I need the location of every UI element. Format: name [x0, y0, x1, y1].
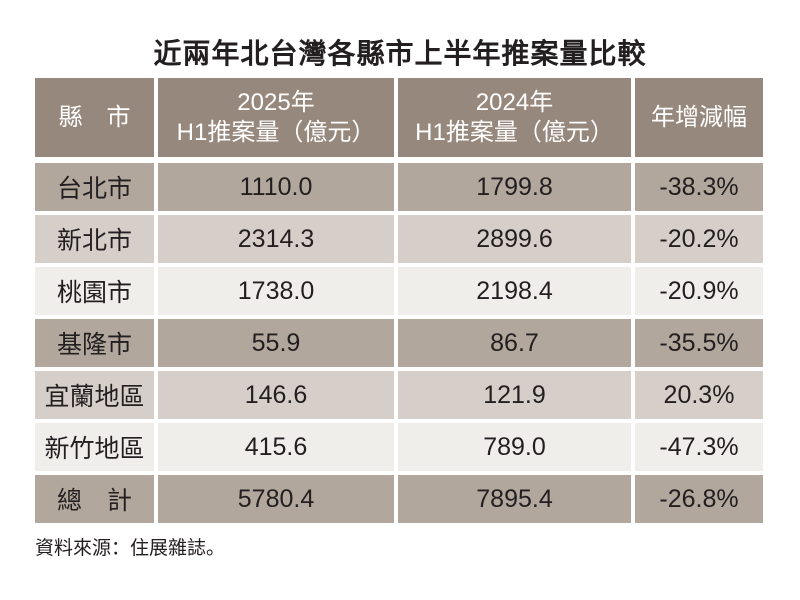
yoy-cell: -35.5%	[635, 319, 763, 371]
yoy-cell: -20.2%	[635, 215, 763, 267]
region-cell: 新北市	[35, 215, 158, 267]
source-note: 資料來源：住展雜誌。	[35, 538, 226, 559]
region-cell: 基隆市	[35, 319, 158, 371]
value-2025-cell: 1110.0	[158, 163, 398, 215]
header-2024-metric: H1推案量（億元）	[415, 118, 614, 146]
yoy-cell: -26.8%	[635, 475, 763, 527]
value-2024-cell: 86.7	[398, 319, 635, 371]
header-2024-year: 2024年	[475, 88, 554, 116]
header-2024: 2024年 H1推案量（億元）	[398, 78, 635, 163]
region-cell: 宜蘭地區	[35, 371, 158, 423]
table-row-keelung: 基隆市 55.9 86.7 -35.5%	[35, 319, 763, 371]
yoy-cell: -38.3%	[635, 163, 763, 215]
value-2025-cell: 1738.0	[158, 267, 398, 319]
region-cell: 新竹地區	[35, 423, 158, 475]
yoy-cell: -20.9%	[635, 267, 763, 319]
table-row-new-taipei: 新北市 2314.3 2899.6 -20.2%	[35, 215, 763, 267]
table-row-hsinchu: 新竹地區 415.6 789.0 -47.3%	[35, 423, 763, 475]
region-cell: 總 計	[35, 475, 158, 527]
header-2025-year: 2025年	[237, 88, 315, 116]
value-2024-cell: 121.9	[398, 371, 635, 423]
value-2024-cell: 2198.4	[398, 267, 635, 319]
header-row: 縣 市 2025年 H1推案量（億元） 2024年 H1推案量（億元） 年增減幅	[35, 78, 763, 163]
region-cell: 桃園市	[35, 267, 158, 319]
header-region: 縣 市	[35, 78, 158, 163]
value-2025-cell: 146.6	[158, 371, 398, 423]
table-row-yilan: 宜蘭地區 146.6 121.9 20.3%	[35, 371, 763, 423]
value-2025-cell: 55.9	[158, 319, 398, 371]
header-2025-metric: H1推案量（億元）	[176, 118, 376, 146]
value-2025-cell: 415.6	[158, 423, 398, 475]
value-2024-cell: 789.0	[398, 423, 635, 475]
table-row-total: 總 計 5780.4 7895.4 -26.8%	[35, 475, 763, 527]
page-title: 近兩年北台灣各縣市上半年推案量比較	[153, 38, 647, 69]
region-cell: 台北市	[35, 163, 158, 215]
value-2024-cell: 2899.6	[398, 215, 635, 267]
value-2025-cell: 2314.3	[158, 215, 398, 267]
yoy-cell: 20.3%	[635, 371, 763, 423]
value-2025-cell: 5780.4	[158, 475, 398, 527]
value-2024-cell: 1799.8	[398, 163, 635, 215]
comparison-table: 縣 市 2025年 H1推案量（億元） 2024年 H1推案量（億元） 年增減幅…	[35, 78, 763, 527]
table-row-taoyuan: 桃園市 1738.0 2198.4 -20.9%	[35, 267, 763, 319]
header-yoy-change: 年增減幅	[635, 78, 763, 163]
header-2025: 2025年 H1推案量（億元）	[158, 78, 398, 163]
value-2024-cell: 7895.4	[398, 475, 635, 527]
yoy-cell: -47.3%	[635, 423, 763, 475]
table-row-taipei: 台北市 1110.0 1799.8 -38.3%	[35, 163, 763, 215]
